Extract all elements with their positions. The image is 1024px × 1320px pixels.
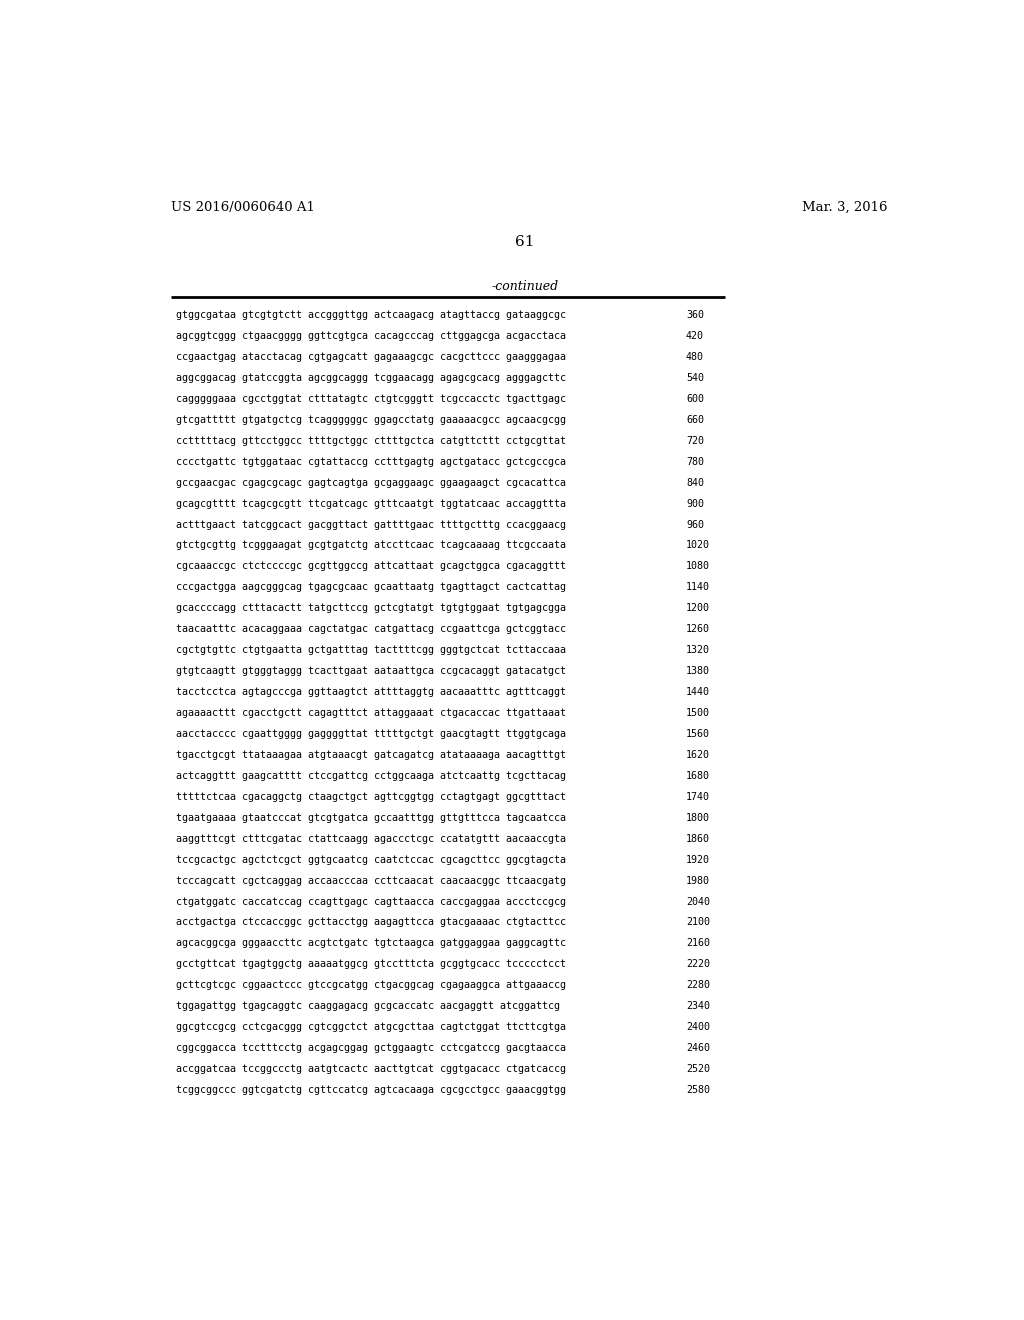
Text: 900: 900 <box>686 499 705 508</box>
Text: gtctgcgttg tcgggaagat gcgtgatctg atccttcaac tcagcaaaag ttcgccaata: gtctgcgttg tcgggaagat gcgtgatctg atccttc… <box>176 540 566 550</box>
Text: 2100: 2100 <box>686 917 710 928</box>
Text: 780: 780 <box>686 457 705 467</box>
Text: agcacggcga gggaaccttc acgtctgatc tgtctaagca gatggaggaa gaggcagttc: agcacggcga gggaaccttc acgtctgatc tgtctaa… <box>176 939 566 948</box>
Text: 480: 480 <box>686 352 705 362</box>
Text: 1020: 1020 <box>686 540 710 550</box>
Text: aacctacccc cgaattgggg gaggggttat tttttgctgt gaacgtagtt ttggtgcaga: aacctacccc cgaattgggg gaggggttat tttttgc… <box>176 729 566 739</box>
Text: cggcggacca tcctttcctg acgagcggag gctggaagtc cctcgatccg gacgtaacca: cggcggacca tcctttcctg acgagcggag gctggaa… <box>176 1043 566 1053</box>
Text: 1920: 1920 <box>686 854 710 865</box>
Text: 1260: 1260 <box>686 624 710 634</box>
Text: cctttttacg gttcctggcc ttttgctggc cttttgctca catgttcttt cctgcgttat: cctttttacg gttcctggcc ttttgctggc cttttgc… <box>176 436 566 446</box>
Text: cccctgattc tgtggataac cgtattaccg cctttgagtg agctgatacc gctcgccgca: cccctgattc tgtggataac cgtattaccg cctttga… <box>176 457 566 467</box>
Text: tcggcggccc ggtcgatctg cgttccatcg agtcacaaga cgcgcctgcc gaaacggtgg: tcggcggccc ggtcgatctg cgttccatcg agtcaca… <box>176 1085 566 1096</box>
Text: taacaatttc acacaggaaa cagctatgac catgattacg ccgaattcga gctcggtacc: taacaatttc acacaggaaa cagctatgac catgatt… <box>176 624 566 634</box>
Text: tgaatgaaaa gtaatcccat gtcgtgatca gccaatttgg gttgtttcca tagcaatcca: tgaatgaaaa gtaatcccat gtcgtgatca gccaatt… <box>176 813 566 822</box>
Text: tttttctcaa cgacaggctg ctaagctgct agttcggtgg cctagtgagt ggcgtttact: tttttctcaa cgacaggctg ctaagctgct agttcgg… <box>176 792 566 801</box>
Text: 2280: 2280 <box>686 981 710 990</box>
Text: 2340: 2340 <box>686 1002 710 1011</box>
Text: actttgaact tatcggcact gacggttact gattttgaac ttttgctttg ccacggaacg: actttgaact tatcggcact gacggttact gattttg… <box>176 520 566 529</box>
Text: 1740: 1740 <box>686 792 710 801</box>
Text: gtgtcaagtt gtgggtaggg tcacttgaat aataattgca ccgcacaggt gatacatgct: gtgtcaagtt gtgggtaggg tcacttgaat aataatt… <box>176 667 566 676</box>
Text: 660: 660 <box>686 414 705 425</box>
Text: 1320: 1320 <box>686 645 710 655</box>
Text: 2160: 2160 <box>686 939 710 948</box>
Text: aggcggacag gtatccggta agcggcaggg tcggaacagg agagcgcacg agggagcttc: aggcggacag gtatccggta agcggcaggg tcggaac… <box>176 374 566 383</box>
Text: acctgactga ctccaccggc gcttacctgg aagagttcca gtacgaaaac ctgtacttcc: acctgactga ctccaccggc gcttacctgg aagagtt… <box>176 917 566 928</box>
Text: 360: 360 <box>686 310 705 319</box>
Text: -continued: -continued <box>492 280 558 293</box>
Text: 1140: 1140 <box>686 582 710 593</box>
Text: tcccagcatt cgctcaggag accaacccaa ccttcaacat caacaacggc ttcaacgatg: tcccagcatt cgctcaggag accaacccaa ccttcaa… <box>176 875 566 886</box>
Text: gtcgattttt gtgatgctcg tcaggggggc ggagcctatg gaaaaacgcc agcaacgcgg: gtcgattttt gtgatgctcg tcaggggggc ggagcct… <box>176 414 566 425</box>
Text: gcttcgtcgc cggaactccc gtccgcatgg ctgacggcag cgagaaggca attgaaaccg: gcttcgtcgc cggaactccc gtccgcatgg ctgacgg… <box>176 981 566 990</box>
Text: 840: 840 <box>686 478 705 487</box>
Text: cgctgtgttc ctgtgaatta gctgatttag tacttttcgg gggtgctcat tcttaccaaa: cgctgtgttc ctgtgaatta gctgatttag tactttt… <box>176 645 566 655</box>
Text: 1080: 1080 <box>686 561 710 572</box>
Text: ggcgtccgcg cctcgacggg cgtcggctct atgcgcttaa cagtctggat ttcttcgtga: ggcgtccgcg cctcgacggg cgtcggctct atgcgct… <box>176 1022 566 1032</box>
Text: gccgaacgac cgagcgcagc gagtcagtga gcgaggaagc ggaagaagct cgcacattca: gccgaacgac cgagcgcagc gagtcagtga gcgagga… <box>176 478 566 487</box>
Text: 2400: 2400 <box>686 1022 710 1032</box>
Text: tgacctgcgt ttataaagaa atgtaaacgt gatcagatcg atataaaaga aacagtttgt: tgacctgcgt ttataaagaa atgtaaacgt gatcaga… <box>176 750 566 760</box>
Text: agaaaacttt cgacctgctt cagagtttct attaggaaat ctgacaccac ttgattaaat: agaaaacttt cgacctgctt cagagtttct attagga… <box>176 708 566 718</box>
Text: 1620: 1620 <box>686 750 710 760</box>
Text: cccgactgga aagcgggcag tgagcgcaac gcaattaatg tgagttagct cactcattag: cccgactgga aagcgggcag tgagcgcaac gcaatta… <box>176 582 566 593</box>
Text: 2520: 2520 <box>686 1064 710 1074</box>
Text: 540: 540 <box>686 374 705 383</box>
Text: tggagattgg tgagcaggtc caaggagacg gcgcaccatc aacgaggtt atcggattcg: tggagattgg tgagcaggtc caaggagacg gcgcacc… <box>176 1002 560 1011</box>
Text: Mar. 3, 2016: Mar. 3, 2016 <box>802 201 888 214</box>
Text: actcaggttt gaagcatttt ctccgattcg cctggcaaga atctcaattg tcgcttacag: actcaggttt gaagcatttt ctccgattcg cctggca… <box>176 771 566 781</box>
Text: 61: 61 <box>515 235 535 249</box>
Text: 1800: 1800 <box>686 813 710 822</box>
Text: 2040: 2040 <box>686 896 710 907</box>
Text: 1380: 1380 <box>686 667 710 676</box>
Text: tccgcactgc agctctcgct ggtgcaatcg caatctccac cgcagcttcc ggcgtagcta: tccgcactgc agctctcgct ggtgcaatcg caatctc… <box>176 854 566 865</box>
Text: 1680: 1680 <box>686 771 710 781</box>
Text: 2580: 2580 <box>686 1085 710 1096</box>
Text: agcggtcggg ctgaacgggg ggttcgtgca cacagcccag cttggagcga acgacctaca: agcggtcggg ctgaacgggg ggttcgtgca cacagcc… <box>176 331 566 341</box>
Text: 2460: 2460 <box>686 1043 710 1053</box>
Text: gcaccccagg ctttacactt tatgcttccg gctcgtatgt tgtgtggaat tgtgagcgga: gcaccccagg ctttacactt tatgcttccg gctcgta… <box>176 603 566 614</box>
Text: tacctcctca agtagcccga ggttaagtct attttaggtg aacaaatttc agtttcaggt: tacctcctca agtagcccga ggttaagtct attttag… <box>176 688 566 697</box>
Text: cagggggaaa cgcctggtat ctttatagtc ctgtcgggtt tcgccacctc tgacttgagc: cagggggaaa cgcctggtat ctttatagtc ctgtcgg… <box>176 393 566 404</box>
Text: 1500: 1500 <box>686 708 710 718</box>
Text: ctgatggatc caccatccag ccagttgagc cagttaacca caccgaggaa accctccgcg: ctgatggatc caccatccag ccagttgagc cagttaa… <box>176 896 566 907</box>
Text: 1200: 1200 <box>686 603 710 614</box>
Text: 1860: 1860 <box>686 834 710 843</box>
Text: gcagcgtttt tcagcgcgtt ttcgatcagc gtttcaatgt tggtatcaac accaggttta: gcagcgtttt tcagcgcgtt ttcgatcagc gtttcaa… <box>176 499 566 508</box>
Text: ccgaactgag atacctacag cgtgagcatt gagaaagcgc cacgcttccc gaagggagaa: ccgaactgag atacctacag cgtgagcatt gagaaag… <box>176 352 566 362</box>
Text: 1560: 1560 <box>686 729 710 739</box>
Text: 600: 600 <box>686 393 705 404</box>
Text: aaggtttcgt ctttcgatac ctattcaagg agaccctcgc ccatatgttt aacaaccgta: aaggtttcgt ctttcgatac ctattcaagg agaccct… <box>176 834 566 843</box>
Text: 1440: 1440 <box>686 688 710 697</box>
Text: gtggcgataa gtcgtgtctt accgggttgg actcaagacg atagttaccg gataaggcgc: gtggcgataa gtcgtgtctt accgggttgg actcaag… <box>176 310 566 319</box>
Text: accggatcaa tccggccctg aatgtcactc aacttgtcat cggtgacacc ctgatcaccg: accggatcaa tccggccctg aatgtcactc aacttgt… <box>176 1064 566 1074</box>
Text: 960: 960 <box>686 520 705 529</box>
Text: 1980: 1980 <box>686 875 710 886</box>
Text: US 2016/0060640 A1: US 2016/0060640 A1 <box>171 201 314 214</box>
Text: 2220: 2220 <box>686 960 710 969</box>
Text: cgcaaaccgc ctctccccgc gcgttggccg attcattaat gcagctggca cgacaggttt: cgcaaaccgc ctctccccgc gcgttggccg attcatt… <box>176 561 566 572</box>
Text: gcctgttcat tgagtggctg aaaaatggcg gtcctttcta gcggtgcacc tccccctcct: gcctgttcat tgagtggctg aaaaatggcg gtccttt… <box>176 960 566 969</box>
Text: 420: 420 <box>686 331 705 341</box>
Text: 720: 720 <box>686 436 705 446</box>
